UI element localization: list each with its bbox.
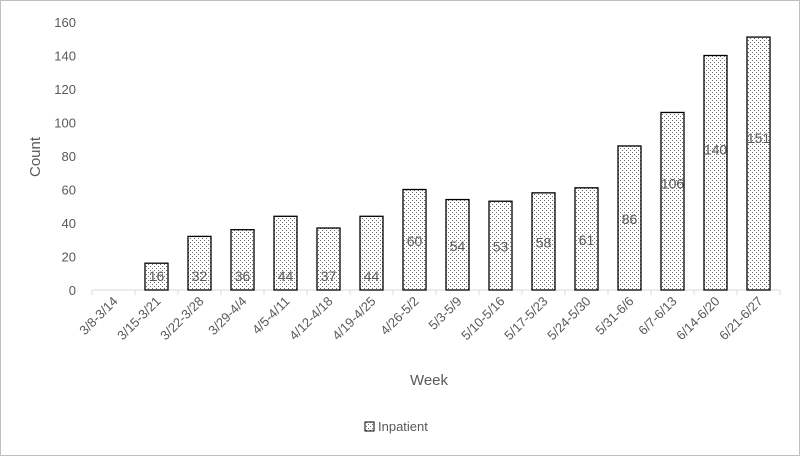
x-tick-label: 4/26-5/2	[377, 294, 421, 338]
x-tick-label: 5/3-5/9	[425, 294, 464, 333]
x-tick-label: 5/24-5/30	[544, 294, 593, 343]
bar	[230, 229, 255, 291]
x-axis: 3/8-3/143/15-3/213/22-3/283/29-4/4 4/5-4/…	[76, 289, 781, 343]
x-tick-label: 5/31-6/6	[592, 294, 636, 338]
x-tick-label: 3/15-3/21	[114, 294, 163, 343]
y-axis-title: Count	[27, 136, 44, 177]
data-label: 151	[747, 130, 771, 146]
data-label: 53	[493, 239, 509, 255]
legend-label: Inpatient	[378, 419, 428, 434]
y-tick-label: 120	[54, 82, 76, 97]
bar	[445, 198, 470, 291]
bar	[660, 111, 685, 291]
x-axis-title: Week	[410, 372, 449, 389]
data-label: 44	[278, 268, 294, 284]
x-tick-label: 3/22-3/28	[157, 294, 206, 343]
y-tick-label: 80	[62, 149, 76, 164]
data-label: 140	[704, 141, 728, 157]
data-label: 44	[364, 268, 380, 284]
y-tick-label: 0	[69, 283, 76, 298]
data-label: 37	[321, 268, 337, 284]
bar	[187, 235, 212, 291]
data-label: 86	[622, 211, 638, 227]
x-tick-label: 6/14-6/20	[673, 294, 722, 343]
bar	[273, 215, 298, 291]
bar	[144, 262, 169, 291]
bar	[359, 215, 384, 291]
x-tick-label: 5/17-5/23	[501, 294, 550, 343]
x-tick-label: 6/21-6/27	[716, 294, 765, 343]
y-tick-label: 60	[62, 183, 76, 198]
bar	[531, 192, 556, 291]
x-tick-label: 5/10-5/16	[458, 294, 507, 343]
bar	[574, 187, 599, 291]
x-tick-label: 4/5-4/11	[249, 294, 293, 338]
data-label: 54	[450, 238, 466, 254]
y-axis: 0 20 40 60 80 100 120 140 160	[54, 15, 76, 298]
data-labels: 16 32 36 44 37 44 60 54 53 58 61 86 106 140 151	[149, 130, 771, 284]
y-tick-label: 40	[62, 216, 76, 231]
bar	[402, 188, 427, 291]
bar	[316, 227, 341, 291]
legend: Inpatient	[364, 419, 428, 434]
x-tick-label: 4/19-4/25	[329, 294, 378, 343]
x-tick-label: 3/29-4/4	[205, 294, 249, 338]
data-label: 61	[579, 232, 595, 248]
data-label: 58	[536, 234, 552, 250]
x-tick-label: 4/12-4/18	[286, 294, 335, 343]
data-label: 32	[192, 268, 208, 284]
data-label: 60	[407, 233, 423, 249]
bar	[617, 145, 642, 291]
data-label: 36	[235, 268, 251, 284]
y-tick-label: 20	[62, 250, 76, 265]
bar	[746, 36, 771, 291]
bar	[703, 54, 728, 291]
legend-swatch	[364, 421, 375, 432]
y-tick-label: 140	[54, 49, 76, 64]
bar	[488, 200, 513, 291]
y-tick-label: 160	[54, 15, 76, 30]
data-label: 16	[149, 268, 165, 284]
bar-series	[144, 36, 771, 291]
data-label: 106	[661, 175, 685, 191]
y-tick-label: 100	[54, 116, 76, 131]
